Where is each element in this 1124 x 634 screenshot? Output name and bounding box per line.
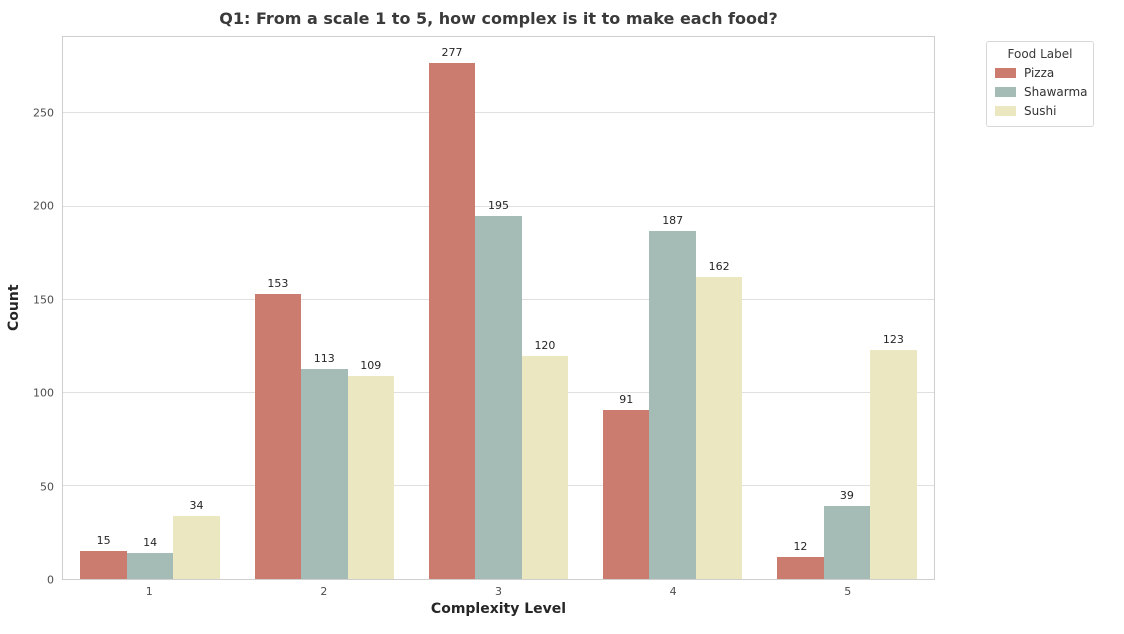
bar-pizza-2 bbox=[254, 294, 302, 579]
y-tick-label: 100 bbox=[33, 386, 54, 400]
bar-value-label: 12 bbox=[793, 539, 808, 553]
x-tick-label: 3 bbox=[495, 585, 502, 598]
bar-value-label: 34 bbox=[189, 498, 204, 512]
legend-entries: Pizza Shawarma Sushi bbox=[995, 66, 1088, 118]
chart-title: Q1: From a scale 1 to 5, how complex is … bbox=[219, 9, 778, 28]
bar-shawarma-2 bbox=[301, 368, 348, 579]
bar-pizza-4 bbox=[603, 409, 650, 579]
bar-shawarma-4 bbox=[649, 230, 696, 579]
y-tick-label: 250 bbox=[33, 106, 54, 120]
x-axis-ticks: 1 2 3 4 5 bbox=[62, 585, 935, 600]
legend: Food Label Pizza Shawarma Sushi bbox=[986, 41, 1094, 127]
gridline bbox=[63, 112, 934, 114]
x-axis-label: Complexity Level bbox=[430, 601, 567, 617]
plot-area: 15 153 277 91 12 14 113 195 187 39 34 109 120 162 123 bbox=[62, 36, 935, 580]
bar-shawarma-1 bbox=[126, 552, 174, 579]
bar-shawarma-5 bbox=[823, 506, 871, 579]
y-tick-label: 0 bbox=[47, 573, 54, 587]
bar-sushi-2 bbox=[347, 375, 394, 579]
bar-value-label: 91 bbox=[619, 392, 634, 406]
bar-value-label: 15 bbox=[96, 534, 111, 548]
y-axis-ticks: 0 50 100 150 200 250 bbox=[0, 36, 54, 586]
legend-swatch-pizza bbox=[995, 68, 1016, 78]
bar-value-label: 187 bbox=[662, 213, 684, 227]
bar-sushi-5 bbox=[870, 349, 917, 579]
bar-shawarma-3 bbox=[475, 215, 522, 579]
legend-entry-shawarma: Shawarma bbox=[995, 85, 1088, 99]
bar-value-label: 109 bbox=[360, 358, 382, 372]
bar-value-label: 39 bbox=[839, 489, 854, 503]
gridline bbox=[63, 205, 934, 207]
bar-value-label: 123 bbox=[882, 332, 904, 346]
bar-value-label: 153 bbox=[267, 277, 289, 291]
bar-value-label: 113 bbox=[313, 351, 335, 365]
legend-entry-sushi: Sushi bbox=[995, 104, 1085, 118]
legend-entry-label: Pizza bbox=[1024, 66, 1055, 80]
bar-value-label: 120 bbox=[534, 338, 556, 352]
bar-sushi-4 bbox=[695, 277, 743, 579]
legend-swatch-sushi bbox=[995, 106, 1016, 116]
y-tick-label: 150 bbox=[33, 293, 54, 307]
bar-value-label: 195 bbox=[487, 198, 509, 212]
legend-entry-label: Shawarma bbox=[1024, 85, 1088, 99]
bar-pizza-5 bbox=[777, 556, 824, 579]
x-tick-label: 5 bbox=[844, 585, 852, 598]
legend-entry-pizza: Pizza bbox=[995, 66, 1085, 80]
bar-pizza-3 bbox=[428, 63, 476, 579]
bar-value-label: 277 bbox=[441, 46, 463, 60]
x-tick-label: 1 bbox=[145, 585, 153, 598]
legend-swatch-shawarma bbox=[995, 87, 1016, 97]
bar-value-label: 14 bbox=[143, 535, 158, 549]
bar-sushi-3 bbox=[521, 355, 569, 579]
y-tick-label: 50 bbox=[40, 480, 54, 494]
x-tick-label: 2 bbox=[320, 585, 328, 598]
y-tick-label: 200 bbox=[33, 199, 54, 213]
bar-pizza-1 bbox=[80, 551, 127, 579]
bar-value-label: 162 bbox=[708, 260, 730, 274]
legend-entry-label: Sushi bbox=[1024, 104, 1057, 118]
bar-sushi-1 bbox=[173, 515, 220, 579]
x-tick-label: 4 bbox=[669, 585, 677, 598]
legend-title: Food Label bbox=[1007, 47, 1073, 61]
